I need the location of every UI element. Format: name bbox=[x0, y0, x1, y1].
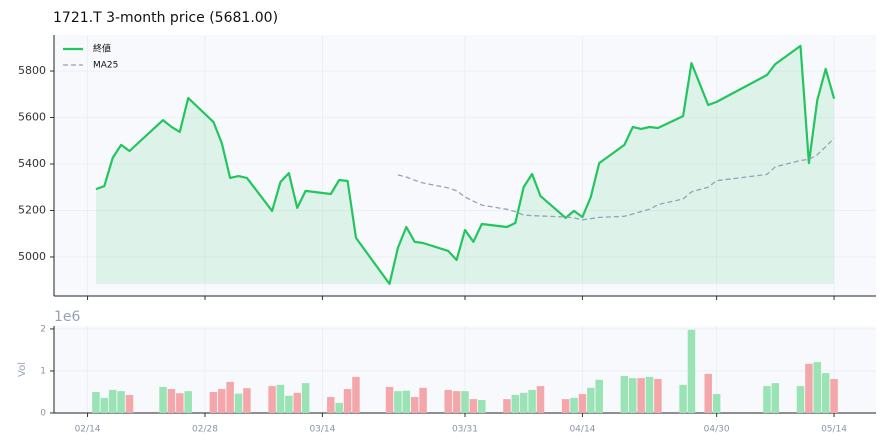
volume-bar bbox=[478, 399, 486, 413]
volume-bar bbox=[159, 386, 167, 413]
x-tick-label: 02/14 bbox=[75, 425, 101, 435]
volume-bar bbox=[92, 391, 100, 413]
legend-label: 終値 bbox=[93, 43, 111, 55]
y-tick-label: 5400 bbox=[18, 157, 46, 170]
volume-bar bbox=[243, 388, 251, 413]
x-tick-label: 03/31 bbox=[452, 425, 478, 435]
x-tick-label: 02/28 bbox=[192, 425, 218, 435]
volume-bar bbox=[176, 393, 184, 413]
legend-label: MA25 bbox=[93, 61, 118, 71]
volume-bar bbox=[117, 391, 125, 413]
volume-bar bbox=[276, 384, 285, 413]
volume-bar bbox=[519, 392, 528, 413]
axis-offset: 1e6 bbox=[54, 309, 81, 325]
volume-bar bbox=[125, 394, 134, 413]
volume-bar bbox=[444, 389, 452, 413]
volume-bar bbox=[561, 399, 570, 413]
volume-bar bbox=[226, 381, 234, 413]
volume-bar bbox=[637, 378, 645, 413]
volume-bar bbox=[511, 394, 520, 413]
volume-bar bbox=[285, 395, 293, 413]
volume-bar bbox=[821, 373, 830, 413]
volume-bar bbox=[469, 399, 478, 413]
volume-bar bbox=[629, 378, 637, 413]
volume-bar bbox=[293, 392, 301, 413]
volume-bar bbox=[536, 386, 545, 413]
volume-bar bbox=[570, 397, 578, 413]
volume-bar bbox=[234, 393, 243, 413]
volume-bar bbox=[352, 376, 360, 413]
volume-bar bbox=[167, 389, 176, 413]
volume-bar bbox=[679, 384, 687, 413]
volume-bar bbox=[402, 390, 411, 413]
y-tick-label: 1 bbox=[40, 366, 46, 376]
volume-bar bbox=[528, 389, 536, 413]
volume-bar bbox=[578, 394, 587, 413]
volume-bar bbox=[763, 386, 771, 413]
volume-bar bbox=[218, 389, 226, 413]
volume-bar bbox=[830, 378, 838, 413]
area bbox=[95, 45, 835, 284]
volume-bar bbox=[394, 391, 402, 413]
volume-bar bbox=[209, 391, 218, 413]
volume-bar bbox=[385, 386, 394, 413]
x-tick-label: 05/14 bbox=[821, 425, 847, 435]
x-tick-label: 03/14 bbox=[309, 425, 335, 435]
volume-bar bbox=[327, 397, 335, 413]
series-line bbox=[397, 137, 835, 221]
volume-bar bbox=[654, 378, 662, 413]
y-tick-label: 2 bbox=[40, 324, 46, 334]
volume-bar bbox=[645, 376, 654, 413]
volume-bar bbox=[595, 379, 603, 413]
volume-bar bbox=[461, 391, 469, 413]
volume-bar bbox=[419, 387, 427, 413]
volume-bar bbox=[805, 363, 813, 413]
chart-title: 1721.T 3-month price (5681.00) bbox=[53, 10, 278, 26]
y-tick-label: 5200 bbox=[18, 203, 46, 216]
x-tick-label: 04/14 bbox=[569, 425, 595, 435]
volume-bar bbox=[301, 383, 310, 413]
volume-bar bbox=[813, 362, 822, 413]
volume-bar bbox=[687, 329, 696, 413]
volume-bar bbox=[503, 399, 511, 413]
volume-bar bbox=[335, 402, 343, 413]
volume-bar bbox=[268, 386, 276, 413]
volume-bar bbox=[410, 397, 419, 413]
volume-bar bbox=[343, 389, 352, 413]
volume-bar bbox=[100, 397, 109, 413]
volume-bar bbox=[704, 373, 712, 413]
x-tick-label: 04/30 bbox=[704, 425, 730, 435]
volume-bar bbox=[771, 383, 780, 413]
y-tick-label: 5800 bbox=[18, 64, 46, 77]
volume-bar bbox=[587, 387, 595, 413]
volume-bar bbox=[452, 391, 461, 413]
volume-bar bbox=[184, 391, 192, 413]
y-tick-label: 5000 bbox=[18, 250, 46, 263]
series-line bbox=[95, 44, 836, 285]
y-axis-label: Vol bbox=[17, 362, 28, 377]
y-tick-label: 0 bbox=[40, 409, 46, 419]
y-tick-label: 5600 bbox=[18, 111, 46, 124]
volume-bar bbox=[712, 394, 721, 413]
volume-bar bbox=[796, 386, 805, 413]
volume-bar bbox=[108, 389, 117, 413]
volume-bar bbox=[620, 376, 629, 413]
